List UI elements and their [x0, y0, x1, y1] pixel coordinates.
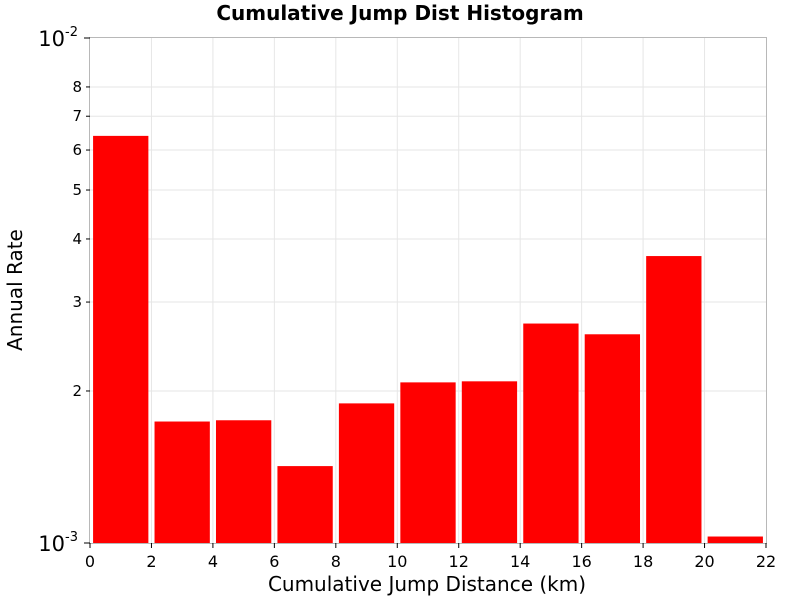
y-major-tick-label: 10-3 [38, 530, 78, 556]
x-tick-label: 8 [331, 552, 341, 571]
x-axis-label: Cumulative Jump Distance (km) [268, 572, 586, 596]
x-tick-label: 22 [756, 552, 776, 571]
x-tick-label: 18 [633, 552, 653, 571]
x-tick-label: 12 [449, 552, 469, 571]
x-tick-label: 2 [146, 552, 156, 571]
bars [93, 135, 763, 543]
y-tick-label: 8 [72, 78, 82, 96]
histogram-bar [584, 334, 641, 543]
plot-frame [89, 37, 767, 544]
y-tick-label: 2 [72, 382, 82, 400]
y-tick-label: 6 [72, 141, 82, 159]
histogram-bar [523, 323, 579, 543]
histogram-bar [338, 403, 395, 543]
x-tick-label: 4 [208, 552, 218, 571]
histogram-bar [215, 420, 272, 543]
grid-lines [90, 38, 766, 543]
x-tick-label: 10 [387, 552, 407, 571]
x-tick-label: 16 [571, 552, 591, 571]
y-major-tick-label: 10-2 [38, 25, 78, 51]
x-tick-label: 6 [269, 552, 279, 571]
y-tick-label: 4 [72, 230, 82, 248]
histogram-bar [461, 381, 518, 543]
histogram-bar [277, 466, 333, 543]
x-tick-label: 20 [694, 552, 714, 571]
histogram-bar [646, 256, 702, 543]
y-tick-label: 3 [72, 293, 82, 311]
y-axis-label: Annual Rate [3, 229, 27, 351]
histogram-bar [400, 382, 456, 543]
x-tick-label: 14 [510, 552, 530, 571]
histogram-bar [93, 135, 149, 543]
y-tick-label: 5 [72, 181, 82, 199]
y-tick-label: 7 [72, 107, 82, 125]
histogram-bar [707, 536, 763, 543]
histogram-bar [154, 421, 210, 543]
chart-title: Cumulative Jump Dist Histogram [216, 1, 583, 25]
x-tick-label: 0 [85, 552, 95, 571]
